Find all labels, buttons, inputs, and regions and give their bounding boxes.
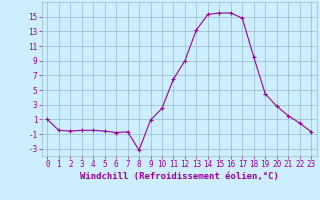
- X-axis label: Windchill (Refroidissement éolien,°C): Windchill (Refroidissement éolien,°C): [80, 172, 279, 181]
